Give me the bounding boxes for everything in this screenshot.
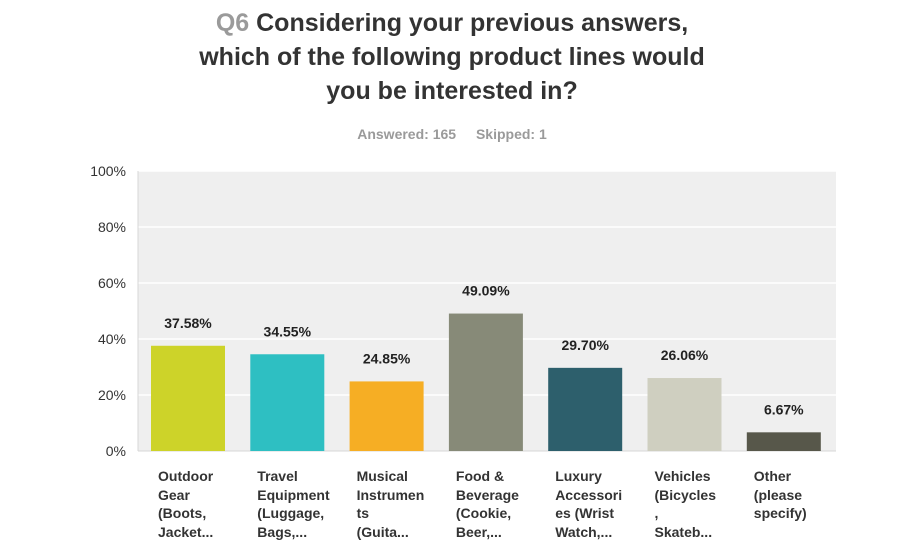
bar-value-label: 24.85%	[363, 350, 411, 366]
x-tick-label: Vehicles (Bicycles, Skateb...	[655, 467, 745, 541]
bar	[746, 432, 821, 451]
bar-value-label: 29.70%	[561, 337, 609, 353]
x-tick-label: Other (please specify)	[754, 467, 844, 523]
bar	[250, 354, 325, 451]
title-line-3: you be interested in?	[326, 77, 578, 105]
x-tick-label-line: (Boots,	[158, 505, 207, 521]
x-tick-label-line: ,	[654, 505, 659, 521]
x-tick-label-line: specify)	[753, 505, 807, 521]
y-tick-label: 20%	[98, 387, 126, 403]
x-tick-label-line: Other	[753, 468, 792, 484]
x-tick-label-line: ts	[356, 505, 370, 521]
x-tick-label-line: Luxury	[555, 468, 602, 484]
question-number: Q6	[215, 9, 250, 37]
x-tick-label-line: Food &	[455, 468, 505, 484]
bar	[151, 345, 225, 451]
bar-value-label: 26.06%	[661, 347, 709, 363]
x-tick-label: Travel Equipment (Luggage, Bags,...	[257, 467, 347, 541]
x-tick-label-line: Outdoor	[158, 468, 214, 484]
bar	[548, 367, 623, 451]
title-line-2: which of the following product lines wou…	[199, 43, 705, 71]
x-tick-label-line: Gear	[158, 486, 190, 503]
x-tick-label-line: Bags,...	[257, 523, 308, 540]
x-tick-label-line: Vehicles	[654, 468, 711, 484]
x-tick-label: Musical Instrumen ts (Guita...	[357, 467, 447, 541]
bar-value-label: 6.67%	[764, 401, 804, 417]
answered-count: Answered: 165	[357, 126, 457, 142]
x-tick-label-line: Musical	[356, 468, 408, 484]
y-tick-label: 100%	[90, 163, 126, 179]
question-title: Q6 Considering your previous answers, wh…	[0, 6, 904, 108]
x-tick-label-line: Beer,...	[455, 523, 502, 540]
x-tick-label-line: Travel	[257, 468, 298, 484]
y-tick-label: 40%	[98, 331, 126, 347]
x-tick-label-line: Instrumen	[356, 486, 425, 503]
bar	[448, 313, 523, 451]
bar-value-label: 37.58%	[164, 315, 212, 331]
y-tick-label: 0%	[106, 443, 126, 459]
x-tick-label: Outdoor Gear (Boots, Jacket...	[158, 467, 248, 541]
x-tick-label-line: (Bicycles	[654, 486, 716, 503]
x-tick-label: Food & Beverage (Cookie, Beer,...	[456, 467, 546, 541]
x-tick-label-line: (Guita...	[356, 523, 409, 540]
bar	[647, 378, 722, 451]
response-stats: Answered: 165 Skipped: 1	[0, 126, 904, 142]
x-tick-label-line: Jacket...	[158, 523, 214, 540]
x-tick-label-line: Skateb...	[654, 523, 713, 540]
bar-value-label: 34.55%	[264, 323, 312, 339]
y-tick-label: 60%	[98, 275, 126, 291]
x-tick-label-line: Beverage	[455, 486, 519, 503]
title-line-1: Considering your previous answers,	[256, 9, 689, 37]
x-tick-label-line: es (Wrist	[555, 505, 615, 521]
x-tick-label-line: Accessori	[555, 486, 623, 503]
x-tick-label-line: (Luggage,	[257, 505, 325, 521]
x-tick-label-line: Watch,...	[555, 523, 613, 540]
x-tick-label: Luxury Accessori es (Wrist Watch,...	[555, 467, 645, 541]
x-tick-label-line: (please	[753, 486, 803, 503]
skipped-count: Skipped: 1	[475, 126, 547, 142]
x-tick-label-line: Equipment	[257, 486, 330, 503]
x-tick-label-line: (Cookie,	[455, 505, 512, 521]
y-tick-label: 80%	[98, 219, 126, 235]
bar	[349, 381, 424, 451]
bar-value-label: 49.09%	[462, 283, 510, 299]
